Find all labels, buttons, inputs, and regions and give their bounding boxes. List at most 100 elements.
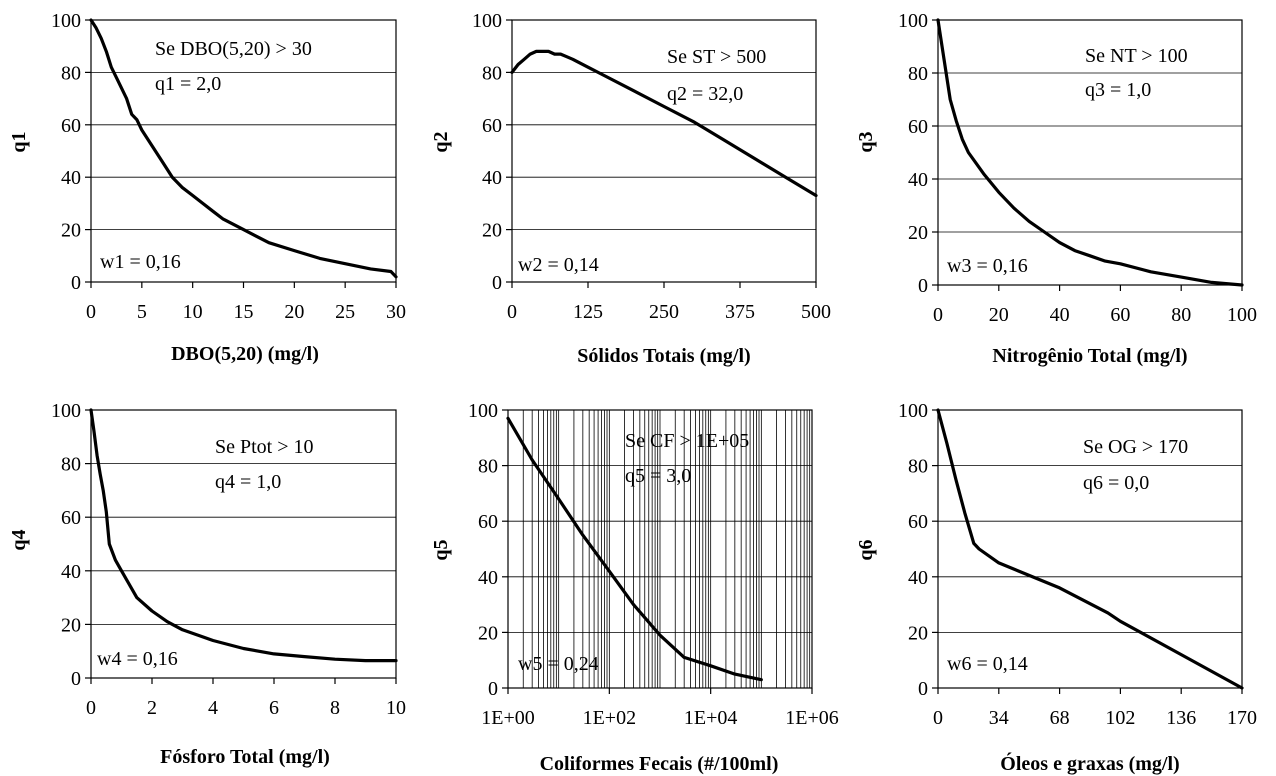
y-axis-title: q1 — [8, 131, 30, 152]
weight-annotation: w4 = 0,16 — [97, 648, 178, 670]
x-tick-label: 4 — [208, 697, 218, 719]
y-tick-label: 0 — [71, 272, 81, 294]
y-tick-label: 60 — [908, 116, 928, 138]
plot-frame — [511, 19, 817, 283]
y-tick-label: 80 — [61, 454, 81, 476]
x-tick-label: 0 — [507, 301, 517, 323]
plot-frame — [90, 19, 397, 283]
y-axis-title: q5 — [430, 539, 452, 560]
weight-annotation: w5 = 0,24 — [518, 653, 599, 675]
y-tick-label: 100 — [898, 10, 928, 32]
condition-annotation: Se Ptot > 10 — [215, 436, 314, 458]
y-tick-label: 80 — [908, 63, 928, 85]
condition-annotation: q3 = 1,0 — [1085, 79, 1151, 101]
panel-q3: 0 20 40 60 80 100 0 20 40 60 80 100 Se NT > 100 q3 = … — [855, 10, 1257, 367]
x-tick-label: 250 — [649, 301, 679, 323]
y-tick-label: 0 — [492, 272, 502, 294]
y-tick-label: 60 — [61, 115, 81, 137]
x-tick-label: 68 — [1050, 707, 1070, 729]
panel-q1: 0 20 40 60 80 100 0 5 10 15 20 25 30 Se DBO(5,20) > 3… — [8, 10, 406, 365]
x-tick-label: 125 — [573, 301, 603, 323]
x-tick-label: 34 — [989, 707, 1009, 729]
weight-annotation: w3 = 0,16 — [947, 255, 1028, 277]
x-tick-label: 1E+04 — [684, 707, 738, 729]
panel-q5: 0 20 40 60 80 100 1E+00 1E+02 1E+04 1E+06 Se CF > … — [430, 400, 839, 775]
panel-q6: 0 20 40 60 80 100 0 34 68 102 136 170 Se OG > 170 q6 … — [855, 400, 1257, 775]
y-tick-label: 20 — [482, 220, 502, 242]
q1-curve — [89, 18, 398, 279]
y-tick-label: 100 — [898, 400, 928, 422]
x-tick-label: 6 — [269, 697, 279, 719]
condition-annotation: Se CF > 1E+05 — [625, 430, 749, 452]
x-tick-label: 0 — [933, 707, 943, 729]
q2-curve — [510, 49, 818, 198]
x-tick-label: 100 — [1227, 304, 1257, 326]
plot-frame — [937, 409, 1243, 689]
condition-annotation: q1 = 2,0 — [155, 73, 221, 95]
plot-frame — [507, 409, 813, 689]
y-tick-label: 80 — [478, 456, 498, 478]
q4-curve — [89, 408, 398, 663]
y-tick-label: 40 — [61, 561, 81, 583]
y-tick-label: 20 — [908, 622, 928, 644]
y-tick-label: 40 — [478, 567, 498, 589]
y-tick-label: 80 — [482, 62, 502, 84]
x-tick-label: 0 — [86, 301, 96, 323]
x-tick-label: 136 — [1166, 707, 1196, 729]
y-tick-label: 100 — [472, 10, 502, 32]
x-axis-title: Óleos e graxas (mg/l) — [1000, 751, 1179, 775]
weight-annotation: w2 = 0,14 — [518, 254, 599, 276]
x-axis-title: Fósforo Total (mg/l) — [160, 746, 330, 768]
y-tick-label: 100 — [468, 400, 498, 422]
weight-annotation: w6 = 0,14 — [947, 653, 1028, 675]
q3-curve — [936, 18, 1244, 287]
y-tick-label: 40 — [908, 567, 928, 589]
x-tick-label: 8 — [330, 697, 340, 719]
condition-annotation: Se NT > 100 — [1085, 45, 1188, 67]
y-tick-label: 80 — [61, 62, 81, 84]
y-tick-label: 60 — [61, 507, 81, 529]
x-tick-label: 60 — [1110, 304, 1130, 326]
x-tick-label: 10 — [386, 697, 406, 719]
weight-annotation: w1 = 0,16 — [100, 251, 181, 273]
panel-q4: 0 20 40 60 80 100 0 2 4 6 8 10 Se Ptot > 10 q4 = 1,0 w… — [8, 400, 406, 768]
y-tick-label: 0 — [918, 275, 928, 297]
panel-q2: 0 20 40 60 80 100 0 125 250 375 500 Se ST > 500 q2 =… — [430, 10, 831, 367]
y-axis-title: q6 — [855, 539, 877, 560]
x-tick-label: 10 — [183, 301, 203, 323]
x-tick-label: 500 — [801, 301, 831, 323]
y-axis-title: q3 — [855, 131, 877, 152]
y-tick-label: 60 — [478, 511, 498, 533]
q5-curve — [506, 416, 763, 682]
y-tick-label: 20 — [61, 220, 81, 242]
condition-annotation: q6 = 0,0 — [1083, 472, 1149, 494]
x-tick-label: 2 — [147, 697, 157, 719]
q6-curve — [936, 408, 1244, 690]
x-axis-title: Nitrogênio Total (mg/l) — [992, 345, 1187, 367]
x-tick-label: 0 — [933, 304, 943, 326]
y-tick-label: 100 — [51, 400, 81, 422]
condition-annotation: Se OG > 170 — [1083, 436, 1188, 458]
condition-annotation: Se DBO(5,20) > 30 — [155, 38, 312, 60]
condition-annotation: q2 = 32,0 — [667, 83, 743, 105]
y-axis-title: q4 — [8, 529, 30, 550]
y-axis-title: q2 — [430, 131, 452, 152]
y-tick-label: 80 — [908, 456, 928, 478]
y-tick-label: 100 — [51, 10, 81, 32]
x-tick-label: 40 — [1050, 304, 1070, 326]
y-tick-label: 0 — [488, 678, 498, 700]
x-tick-label: 0 — [86, 697, 96, 719]
y-tick-label: 20 — [478, 622, 498, 644]
x-tick-label: 102 — [1105, 707, 1135, 729]
x-tick-label: 170 — [1227, 707, 1257, 729]
y-tick-label: 20 — [908, 222, 928, 244]
y-tick-label: 40 — [908, 169, 928, 191]
condition-annotation: Se ST > 500 — [667, 46, 766, 68]
x-tick-label: 1E+02 — [583, 707, 637, 729]
y-tick-label: 60 — [908, 511, 928, 533]
condition-annotation: q5 = 3,0 — [625, 465, 691, 487]
plot-frame — [90, 409, 397, 679]
x-tick-label: 1E+06 — [785, 707, 839, 729]
y-tick-label: 40 — [482, 167, 502, 189]
